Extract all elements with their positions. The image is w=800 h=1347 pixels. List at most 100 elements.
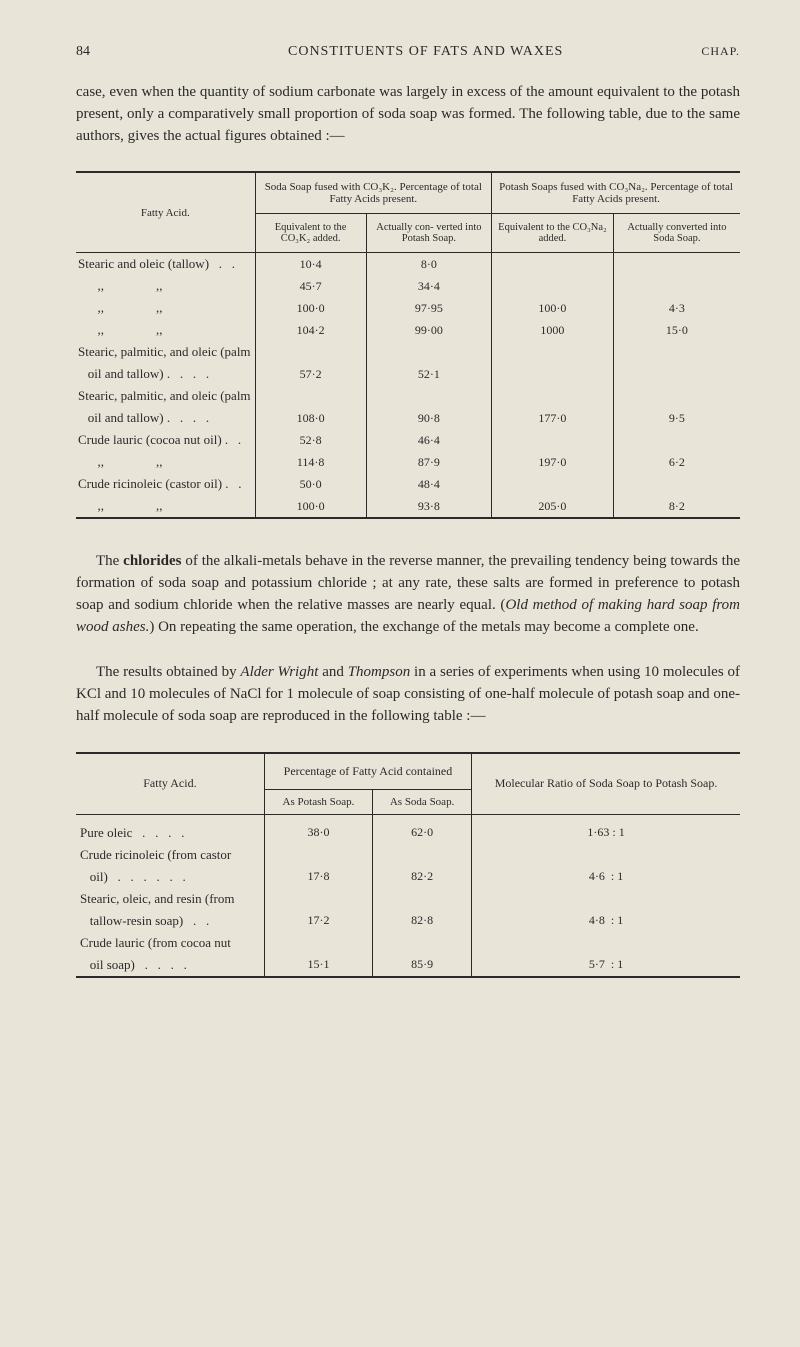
text-italic: Alder Wright [240,664,318,680]
table-row: Stearic, palmitic, and oleic (palm [76,341,740,363]
paragraph-3: The results obtained by Alder Wright and… [76,662,740,727]
cell: 45·7 [255,275,366,297]
cell [492,385,614,407]
cell [472,888,740,910]
cell [264,888,372,910]
table-row: ,, ,,104·299·00100015·0 [76,319,740,341]
text: and [318,664,347,680]
cell: 100·0 [255,495,366,518]
cell: 17·2 [264,910,372,932]
table1-sub-a: Equivalent to the CO₃K₂ added. [255,214,366,253]
cell [373,844,472,866]
cell: ,, ,, [76,451,255,473]
cell: oil soap) . . . . [76,954,264,977]
table-row: ,, ,,100·097·95100·04·3 [76,297,740,319]
cell: 17·8 [264,866,372,888]
table-row: Crude lauric (from cocoa nut [76,932,740,954]
cell: 48·4 [366,473,491,495]
cell [613,363,740,385]
cell: 97·95 [366,297,491,319]
cell: 38·0 [264,814,372,844]
table-row: Crude lauric (cocoa nut oil) . .52·846·4 [76,429,740,451]
cell: 82·8 [373,910,472,932]
table-row: oil) . . . . . .17·882·24·6 : 1 [76,866,740,888]
cell [472,932,740,954]
cell: 4·8 : 1 [472,910,740,932]
cell: 15·0 [613,319,740,341]
cell: 57·2 [255,363,366,385]
page-number: 84 [76,44,90,60]
cell: 10·4 [255,253,366,276]
cell [255,385,366,407]
cell: 4·3 [613,297,740,319]
cell [492,473,614,495]
cell: 90·8 [366,407,491,429]
cell: 197·0 [492,451,614,473]
text: The [96,553,123,569]
cell: 1·63 : 1 [472,814,740,844]
cell: 50·0 [255,473,366,495]
table1-main-hdr-b: Potash Soaps fused with CO₃Na₂. Percenta… [492,172,740,214]
table-row: ,, ,,100·093·8205·08·2 [76,495,740,518]
table-row: Stearic, palmitic, and oleic (palm [76,385,740,407]
table2-hdr-mid: Percentage of Fatty Acid contained [264,753,471,790]
cell [366,385,491,407]
cell [492,341,614,363]
page-chap: CHAP. [701,44,740,59]
cell [472,844,740,866]
cell: ,, ,, [76,297,255,319]
cell [613,341,740,363]
cell: 82·2 [373,866,472,888]
cell [255,341,366,363]
table-1: Fatty Acid. Soda Soap fused with CO₃K₂. … [76,171,740,519]
cell: Crude lauric (from cocoa nut [76,932,264,954]
table2-col-label: Fatty Acid. [76,753,264,815]
cell: 93·8 [366,495,491,518]
cell: 52·1 [366,363,491,385]
cell: Crude lauric (cocoa nut oil) . . [76,429,255,451]
cell: 87·9 [366,451,491,473]
table-row: Stearic and oleic (tallow) . .10·48·0 [76,253,740,276]
table-row: oil and tallow) . . . .108·090·8177·09·5 [76,407,740,429]
cell: 5·7 : 1 [472,954,740,977]
table-row: Stearic, oleic, and resin (from [76,888,740,910]
table2-sub-a: As Potash Soap. [264,789,372,814]
cell: 52·8 [255,429,366,451]
table-row: ,, ,,45·734·4 [76,275,740,297]
cell [492,429,614,451]
cell: ,, ,, [76,495,255,518]
cell: 8·2 [613,495,740,518]
table-row: tallow-resin soap) . .17·282·84·8 : 1 [76,910,740,932]
cell [613,253,740,276]
cell: tallow-resin soap) . . [76,910,264,932]
table1-sub-c: Equivalent to the CO₃Na₂ added. [492,214,614,253]
table-row: ,, ,,114·887·9197·06·2 [76,451,740,473]
cell: 177·0 [492,407,614,429]
cell [492,363,614,385]
table-row: Crude ricinoleic (from castor [76,844,740,866]
cell: oil) . . . . . . [76,866,264,888]
cell: 85·9 [373,954,472,977]
text: ) On repeating the same operation, the e… [149,619,698,635]
cell: Stearic, oleic, and resin (from [76,888,264,910]
cell: Crude ricinoleic (castor oil) . . [76,473,255,495]
cell: 114·8 [255,451,366,473]
cell: 6·2 [613,451,740,473]
text-italic: Thompson [348,664,411,680]
cell [264,844,372,866]
cell: Pure oleic . . . . [76,814,264,844]
table1-main-hdr-a: Soda Soap fused with CO₃K₂. Percentage o… [255,172,492,214]
cell: 34·4 [366,275,491,297]
cell [613,275,740,297]
table1-sub-d: Actually converted into Soda Soap. [613,214,740,253]
paragraph-2: The chlorides of the alkali-metals behav… [76,551,740,638]
table1-col-label: Fatty Acid. [76,172,255,253]
text-bold: chlorides [123,553,181,569]
cell: ,, ,, [76,275,255,297]
table-row: oil soap) . . . .15·185·95·7 : 1 [76,954,740,977]
cell: 108·0 [255,407,366,429]
cell [613,385,740,407]
table-2: Fatty Acid. Percentage of Fatty Acid con… [76,752,740,978]
cell: 104·2 [255,319,366,341]
cell [613,429,740,451]
